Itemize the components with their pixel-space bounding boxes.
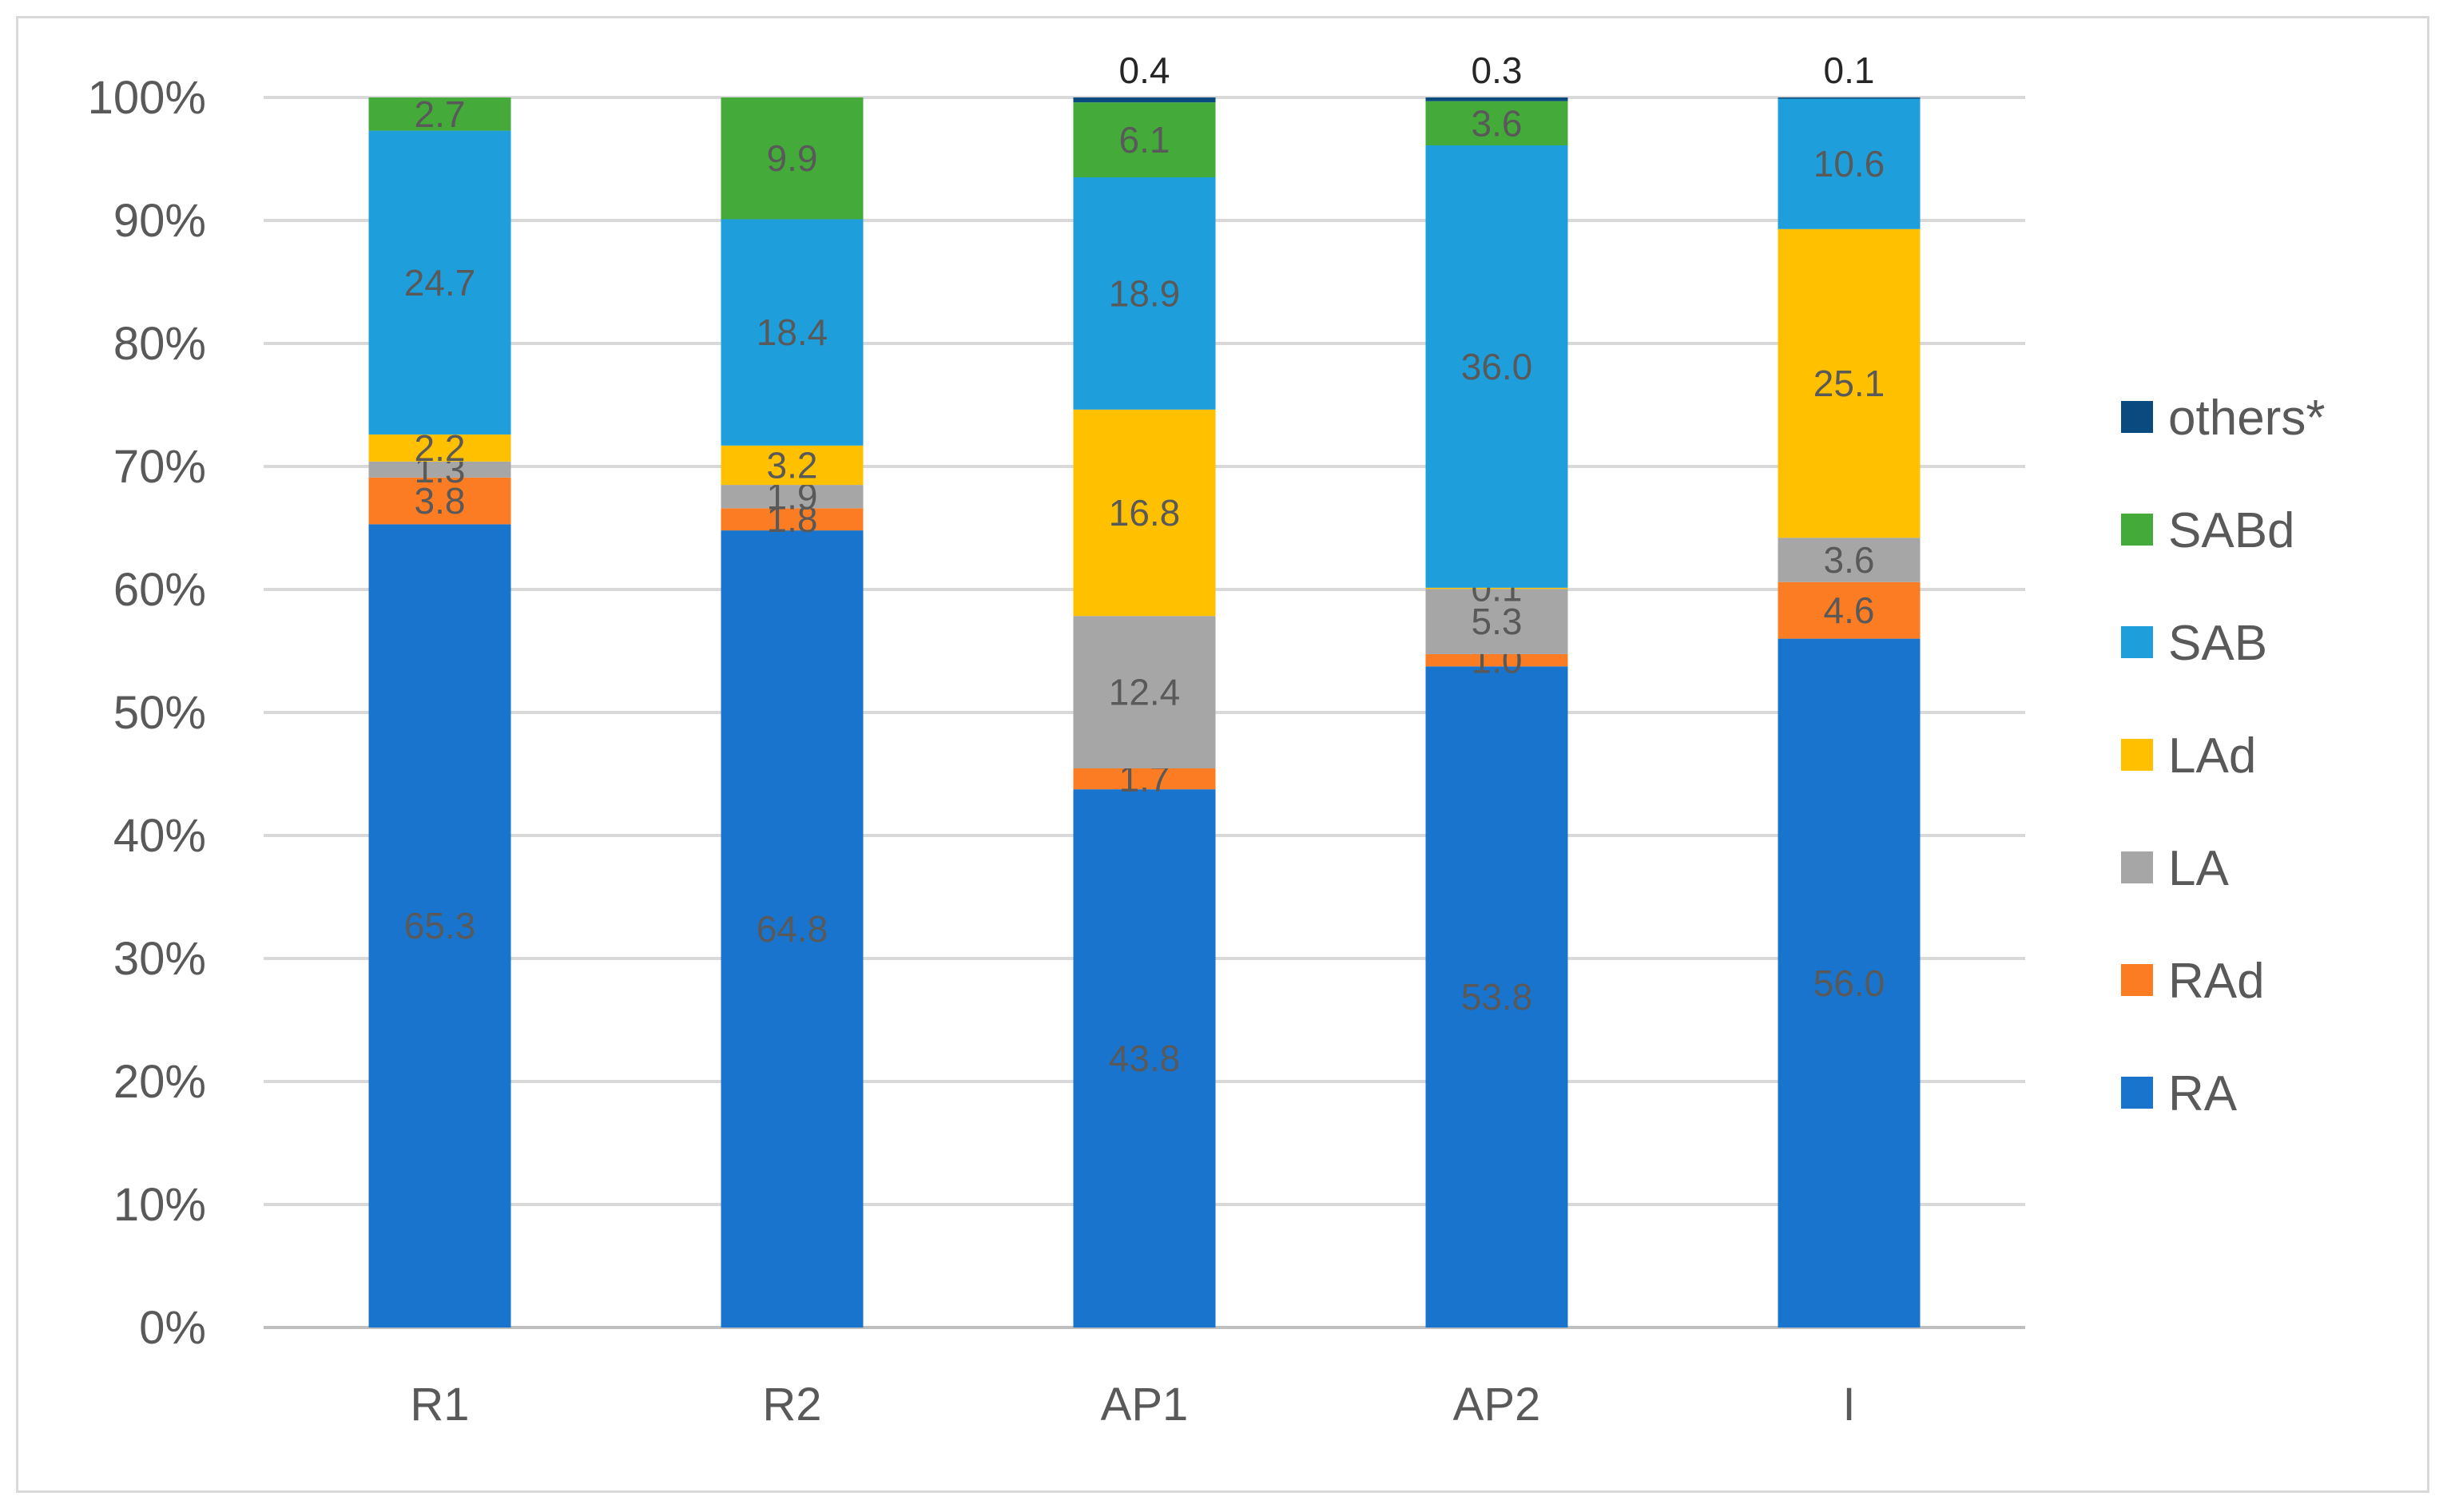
bar-segment-rad <box>1425 653 1568 667</box>
data-label: 43.8 <box>1109 1038 1181 1079</box>
legend-swatch <box>2121 401 2153 433</box>
y-tick-label: 0% <box>139 1302 206 1354</box>
data-label: 4.6 <box>1824 589 1875 631</box>
data-label: 0.3 <box>1472 50 1523 91</box>
bar-segment-la <box>721 485 864 509</box>
y-tick-label: 90% <box>113 195 206 247</box>
bar-segment-lad <box>1778 228 1921 538</box>
y-tick-label: 40% <box>113 810 206 862</box>
legend-swatch <box>2121 739 2153 771</box>
data-label: 16.8 <box>1109 492 1181 534</box>
bar-segment-la <box>1073 616 1216 768</box>
data-label: 0.1 <box>1824 50 1875 91</box>
x-tick-label: R2 <box>762 1379 821 1431</box>
data-label: 64.8 <box>757 908 828 950</box>
bar-segment-la <box>368 461 511 478</box>
legend-label: RA <box>2168 1066 2238 1121</box>
data-label: 56.0 <box>1813 962 1885 1004</box>
bar-segment-rad <box>1778 581 1921 639</box>
data-label: 18.9 <box>1109 272 1181 314</box>
bar-segment-others <box>1073 97 1216 103</box>
bar-segment-ra <box>1073 789 1216 1327</box>
data-label: 25.1 <box>1813 363 1885 404</box>
data-label: 65.3 <box>404 905 476 946</box>
legend-swatch <box>2121 626 2153 658</box>
data-label: 3.8 <box>415 480 466 522</box>
data-label: 24.7 <box>404 262 476 304</box>
x-tick-label: R1 <box>410 1379 469 1431</box>
y-tick-label: 20% <box>113 1056 206 1108</box>
y-tick-label: 100% <box>88 72 206 124</box>
legend-label: RAd <box>2168 954 2265 1009</box>
bar-segment-lad <box>1073 409 1216 617</box>
bar-segment-sab <box>1778 98 1921 229</box>
y-tick-label: 80% <box>113 318 206 370</box>
bar-segment-sabd <box>721 97 864 220</box>
bar-segment-lad <box>721 445 864 486</box>
bar-segment-others <box>1778 97 1921 99</box>
bar-segment-ra <box>721 530 864 1327</box>
bar-segment-sab <box>721 219 864 446</box>
y-tick-label: 10% <box>113 1179 206 1231</box>
data-label: 10.6 <box>1813 143 1885 185</box>
data-label: 18.4 <box>757 312 828 353</box>
bar-segment-sabd <box>1425 101 1568 145</box>
bar-segment-lad <box>1425 587 1568 589</box>
bar-segment-sab <box>1073 177 1216 410</box>
data-label: 12.4 <box>1109 672 1181 713</box>
y-tick-label: 30% <box>113 933 206 985</box>
chart-frame <box>16 16 2429 1493</box>
bar-segment-sabd <box>368 97 511 131</box>
data-label: 36.0 <box>1461 346 1533 387</box>
bar-segment-ra <box>1778 638 1921 1327</box>
y-tick-label: 70% <box>113 441 206 493</box>
data-label: 0.4 <box>1119 50 1170 91</box>
legend-swatch <box>2121 514 2153 546</box>
y-tick-label: 60% <box>113 564 206 616</box>
x-tick-label: I <box>1842 1379 1855 1431</box>
bar-segment-sab <box>1425 145 1568 588</box>
legend-label: LA <box>2168 841 2229 896</box>
data-label: 3.6 <box>1472 102 1523 144</box>
legend-label: others* <box>2168 391 2325 446</box>
legend-swatch <box>2121 1077 2153 1109</box>
legend-swatch <box>2121 851 2153 883</box>
data-label: 9.9 <box>767 137 818 179</box>
x-tick-label: AP1 <box>1101 1379 1189 1431</box>
bar-segment-others <box>1425 97 1568 101</box>
legend-label: SABd <box>2168 503 2295 558</box>
bar-segment-ra <box>1425 666 1568 1327</box>
data-label: 5.3 <box>1472 601 1523 642</box>
legend-label: SAB <box>2168 616 2267 671</box>
data-label: 53.8 <box>1461 976 1533 1018</box>
data-label: 3.6 <box>1824 539 1875 581</box>
bar-segment-sabd <box>1073 102 1216 177</box>
data-label: 6.1 <box>1119 119 1170 161</box>
data-label: 2.7 <box>415 93 466 135</box>
bar-segment-la <box>1425 589 1568 654</box>
x-tick-label: AP2 <box>1453 1379 1541 1431</box>
bar-segment-sab <box>368 130 511 435</box>
data-label: 3.2 <box>767 444 818 486</box>
y-tick-label: 50% <box>113 687 206 739</box>
legend-label: LAd <box>2168 728 2256 784</box>
bar-segment-rad <box>721 508 864 531</box>
bar-segment-rad <box>368 477 511 525</box>
bar-segment-la <box>1778 538 1921 582</box>
bar-segment-rad <box>1073 768 1216 790</box>
legend-swatch <box>2121 964 2153 996</box>
bar-segment-ra <box>368 524 511 1327</box>
bar-segment-lad <box>368 434 511 462</box>
